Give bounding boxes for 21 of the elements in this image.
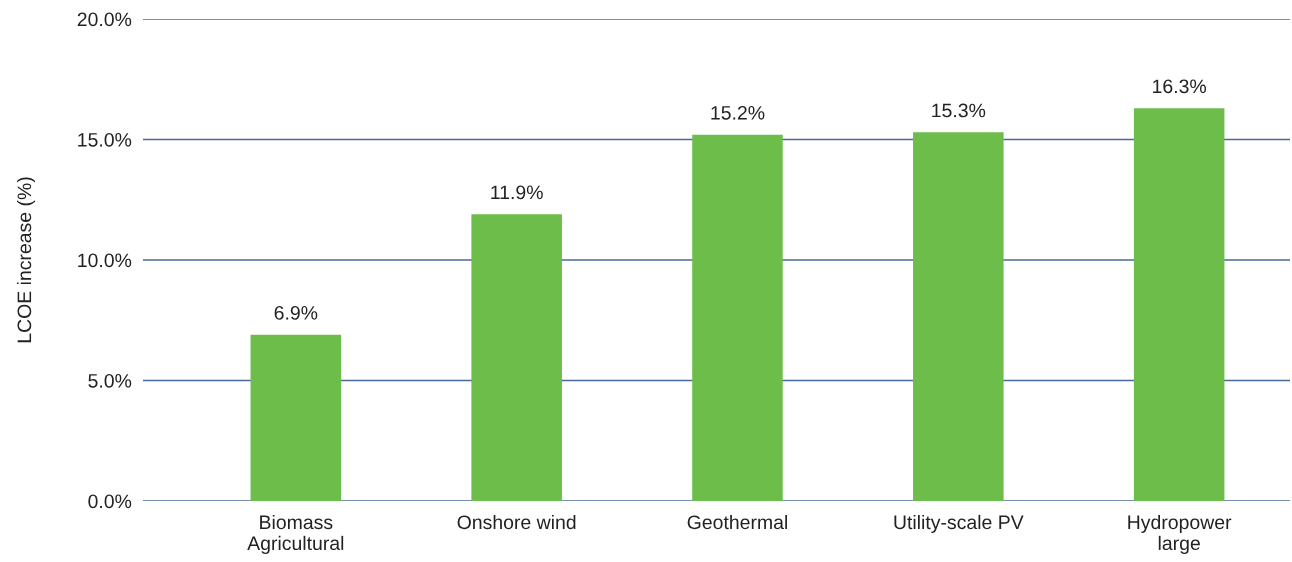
x-tick-label: Onshore wind: [457, 514, 576, 530]
data-label: 15.2%: [711, 105, 765, 120]
x-tick-label: Geothermal: [687, 514, 787, 530]
bar: [1133, 108, 1225, 501]
x-tick-label: Hydropower large: [1128, 514, 1232, 554]
y-tick-label: 5.0%: [88, 373, 132, 388]
y-tick-label: 20.0%: [77, 12, 132, 27]
bar: [913, 132, 1004, 501]
data-label: 6.9%: [274, 305, 318, 320]
data-label: 15.3%: [932, 103, 986, 118]
bar: [250, 334, 342, 501]
bar: [692, 134, 783, 501]
x-tick-label: Utility-scale PV: [894, 514, 1024, 534]
data-label: 16.3%: [1153, 79, 1207, 94]
y-axis-title: LCOE increase (%): [16, 177, 36, 343]
y-tick-label: 10.0%: [78, 253, 132, 268]
y-tick-label: 15.0%: [78, 132, 132, 147]
bar: [471, 214, 562, 501]
y-tick-label: 0.0%: [88, 494, 132, 509]
x-tick-label: Biomass Agricultural: [247, 514, 344, 554]
data-label: 11.9%: [491, 185, 543, 200]
